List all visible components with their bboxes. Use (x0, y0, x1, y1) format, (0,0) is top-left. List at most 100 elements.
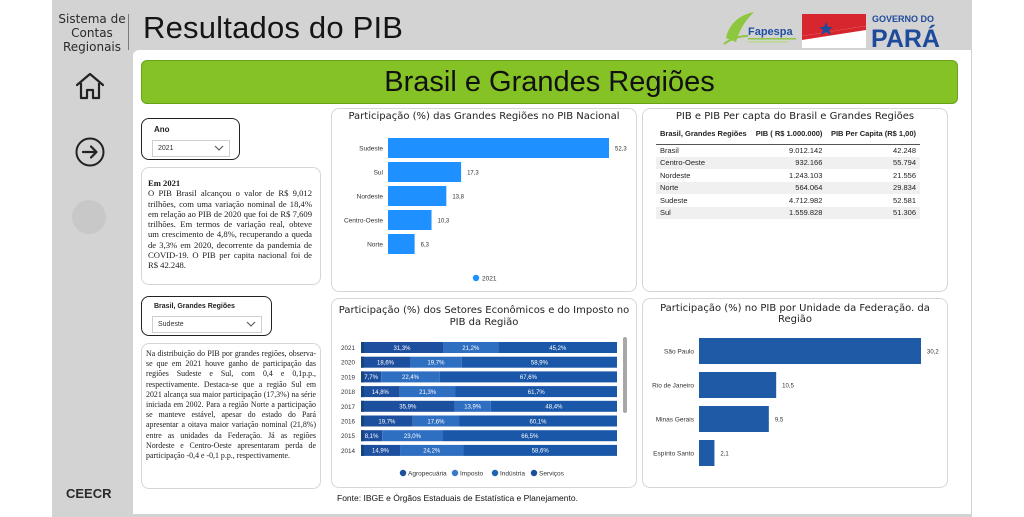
bar-segment (490, 400, 617, 412)
value-label: 18,6% (377, 361, 395, 367)
value-label: 21,3% (419, 390, 437, 396)
region-dropdown[interactable]: Sudeste (152, 316, 262, 333)
table-cell-pib-per-capita: 29.834 (826, 181, 920, 194)
gov-logo-line1: GOVERNO DO (872, 14, 934, 24)
value-label: 30,2 (927, 350, 939, 356)
bar-segment (361, 430, 383, 442)
legend-marker (491, 469, 499, 477)
category-label: Sul (374, 170, 384, 177)
value-label: 45,2% (549, 346, 567, 352)
category-label: 2015 (341, 433, 356, 440)
table-cell-region: Brasil (660, 146, 679, 155)
value-label: 66,5% (521, 434, 539, 440)
regions-share-chart-title: Participação (%) das Grandes Regiões no … (348, 111, 620, 122)
gdp-table-header-pib: PIB ( R$ 1.000.000) (755, 129, 823, 139)
table-cell-pib-per-capita: 52.581 (893, 195, 916, 205)
bar-segment (381, 371, 440, 383)
category-label: 2021 (341, 345, 356, 352)
sectors-chart-title: Participação (%) dos Setores Econômicos … (338, 305, 630, 328)
year-dropdown[interactable]: 2021 (152, 140, 230, 157)
bar-segment (361, 342, 364, 353)
value-label: 58,6% (532, 449, 550, 455)
value-label: 9,5 (775, 418, 784, 424)
legend-label: Indústria (500, 471, 525, 478)
table-row: Centro-Oeste 932.166 55.794 (656, 156, 920, 169)
bar-segment (361, 356, 410, 368)
bar-segment (361, 400, 455, 412)
table-cell-region: Nordeste (660, 170, 691, 180)
bar-segment (455, 386, 617, 398)
table-cell-region: Sudeste (660, 195, 688, 205)
value-label: 60,1% (530, 419, 548, 425)
table-cell-pib-per-capita: 21.556 (893, 170, 916, 180)
bar-segment (442, 430, 617, 442)
legend-marker (451, 469, 459, 477)
category-label: 2014 (341, 448, 356, 455)
value-label: 10,3 (438, 219, 450, 225)
table-cell-pib: 9.012.142 (789, 146, 823, 155)
bar-segment (361, 371, 364, 383)
left-navigation: Sistema de Contas Regionais CEECR (52, 0, 129, 517)
table-row: Nordeste 1.243.103 21.556 (656, 169, 920, 182)
value-label: 67,6% (520, 375, 538, 381)
bar-segment (439, 371, 617, 383)
states-share-chart: São Paulo 30,2 Rio de Janeiro 10,5 Minas Ger… (652, 338, 939, 466)
bar-segment (399, 386, 456, 398)
chevron-down-icon (214, 145, 224, 151)
next-page-button[interactable] (72, 134, 108, 170)
bar-segment (400, 444, 464, 456)
category-label: Minas Gerais (656, 417, 695, 424)
bar (388, 138, 609, 158)
value-label: 58,9% (531, 361, 549, 367)
table-row: Sudeste 4.712.982 52.581 (656, 194, 920, 207)
regions-share-chart: Sudeste 52,3 Sul 17,3 Nordeste 13,8 Centro-Oes… (344, 138, 627, 283)
category-label: 2019 (341, 374, 356, 381)
category-label: Sudeste (359, 146, 383, 153)
table-row: Sul 1.559.828 51.306 (656, 206, 920, 219)
value-label: 31,3% (393, 346, 411, 352)
bar-segment (361, 356, 364, 368)
bar-segment (361, 400, 364, 412)
year-slicer: Ano 2021 (141, 118, 240, 160)
bar-segment (382, 430, 443, 442)
summary-2021-heading: Em 2021 (148, 178, 181, 188)
value-label: 14,9% (372, 449, 390, 455)
bar (388, 186, 447, 206)
value-label: 48,4% (545, 405, 563, 411)
bar-segment (412, 415, 460, 427)
category-label: Nordeste (357, 194, 384, 201)
header-divider (128, 14, 129, 50)
gdp-table-card (642, 108, 948, 292)
bar-segment (443, 342, 499, 353)
bar-segment (361, 415, 413, 427)
table-cell-pib: 1.559.828 (751, 206, 827, 219)
value-label: 22,4% (402, 375, 420, 381)
legend-marker (399, 469, 407, 477)
region-dropdown-value: Sudeste (158, 321, 184, 328)
gdp-table-title: PIB e PIB Per capta do Brasil e Grandes … (675, 111, 915, 122)
bar (388, 162, 462, 182)
category-label: Rio de Janeiro (652, 383, 694, 390)
section-banner-title: Brasil e Grandes Regiões (384, 65, 715, 98)
value-label: 35,9% (399, 405, 417, 411)
data-source-note: Fonte: IBGE e Órgãos Estaduais de Estatí… (337, 493, 578, 503)
value-label: 21,2% (462, 346, 480, 352)
bar (699, 338, 921, 364)
bar-segment (361, 386, 400, 398)
table-row: Norte 564.064 29.834 (656, 181, 920, 194)
bar-segment (361, 444, 401, 456)
gdp-table: Brasil, Grandes Regiões PIB ( R$ 1.000.0… (656, 124, 920, 219)
value-label: 17,3 (467, 171, 479, 177)
bar-segment (361, 430, 364, 442)
table-row: Brasil 9.012.142 42.248 (656, 144, 920, 157)
value-label: 23,0% (404, 434, 422, 440)
year-dropdown-value: 2021 (158, 145, 174, 152)
bar-segment (361, 415, 364, 427)
value-label: 19,7% (378, 419, 396, 425)
chart-scrollbar[interactable] (623, 337, 627, 413)
legend-label: Agropecuária (408, 471, 447, 478)
value-label: 61,7% (528, 390, 546, 396)
value-label: 52,3 (615, 147, 627, 153)
arrow-right-circle-icon (75, 137, 105, 167)
home-button[interactable] (72, 68, 108, 104)
